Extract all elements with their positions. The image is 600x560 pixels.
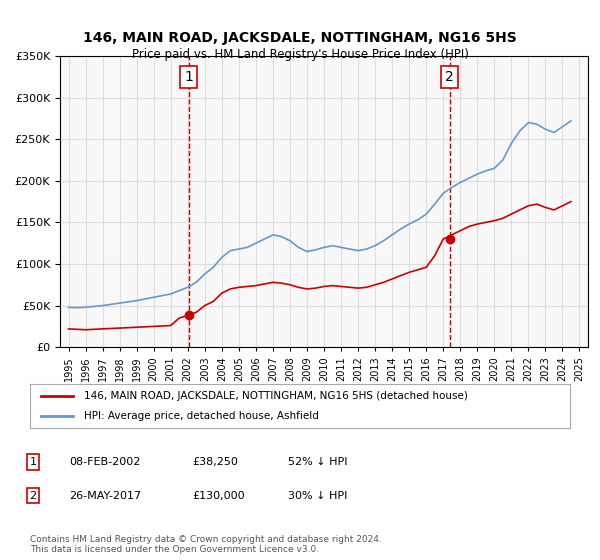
Text: 26-MAY-2017: 26-MAY-2017 — [69, 491, 141, 501]
Text: 2: 2 — [445, 70, 454, 84]
Text: 146, MAIN ROAD, JACKSDALE, NOTTINGHAM, NG16 5HS: 146, MAIN ROAD, JACKSDALE, NOTTINGHAM, N… — [83, 31, 517, 45]
Text: 146, MAIN ROAD, JACKSDALE, NOTTINGHAM, NG16 5HS (detached house): 146, MAIN ROAD, JACKSDALE, NOTTINGHAM, N… — [84, 391, 468, 401]
Text: 1: 1 — [184, 70, 193, 84]
Text: 2: 2 — [29, 491, 37, 501]
Text: 52% ↓ HPI: 52% ↓ HPI — [288, 457, 347, 467]
Text: 30% ↓ HPI: 30% ↓ HPI — [288, 491, 347, 501]
Text: HPI: Average price, detached house, Ashfield: HPI: Average price, detached house, Ashf… — [84, 411, 319, 421]
Text: Contains HM Land Registry data © Crown copyright and database right 2024.
This d: Contains HM Land Registry data © Crown c… — [30, 535, 382, 554]
Text: 1: 1 — [29, 457, 37, 467]
Text: £130,000: £130,000 — [192, 491, 245, 501]
Text: £38,250: £38,250 — [192, 457, 238, 467]
Text: 08-FEB-2002: 08-FEB-2002 — [69, 457, 140, 467]
Text: Price paid vs. HM Land Registry's House Price Index (HPI): Price paid vs. HM Land Registry's House … — [131, 48, 469, 60]
